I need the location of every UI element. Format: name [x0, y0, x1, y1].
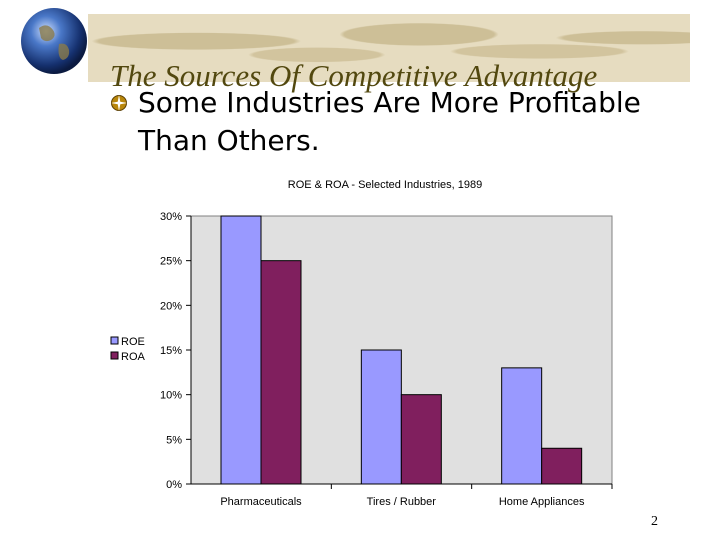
bar-roe	[501, 367, 543, 485]
legend-label-roe: ROE	[121, 336, 145, 348]
legend-swatch-roe	[110, 336, 119, 345]
world-map-banner	[88, 14, 690, 82]
bar-roa	[400, 394, 442, 485]
globe-icon	[21, 8, 87, 74]
slide-title: The Sources Of Competitive Advantage	[110, 58, 598, 93]
y-tick-label: 20%	[160, 300, 182, 312]
bar-roa	[260, 260, 302, 485]
x-category-label: Pharmaceuticals	[220, 496, 302, 508]
compass-bullet-icon	[111, 95, 127, 111]
bullet-text: Some Industries Are More Profitable Than…	[138, 86, 641, 157]
y-tick-label: 15%	[160, 345, 182, 357]
chart-title: ROE & ROA - Selected Industries, 1989	[288, 179, 482, 191]
y-tick-label: 0%	[166, 479, 182, 491]
x-category-label: Home Appliances	[499, 496, 585, 508]
y-tick-label: 5%	[166, 434, 182, 446]
bar-roe	[360, 349, 402, 485]
bar-roe	[220, 215, 262, 485]
x-category-label: Tires / Rubber	[367, 496, 437, 508]
y-tick-label: 25%	[160, 256, 182, 268]
y-tick-label: 10%	[160, 390, 182, 402]
bar-roa	[541, 447, 583, 485]
legend-swatch-roa	[110, 351, 119, 360]
page-number: 2	[651, 514, 658, 529]
legend-label-roa: ROA	[121, 351, 146, 363]
y-tick-label: 30%	[160, 211, 182, 223]
